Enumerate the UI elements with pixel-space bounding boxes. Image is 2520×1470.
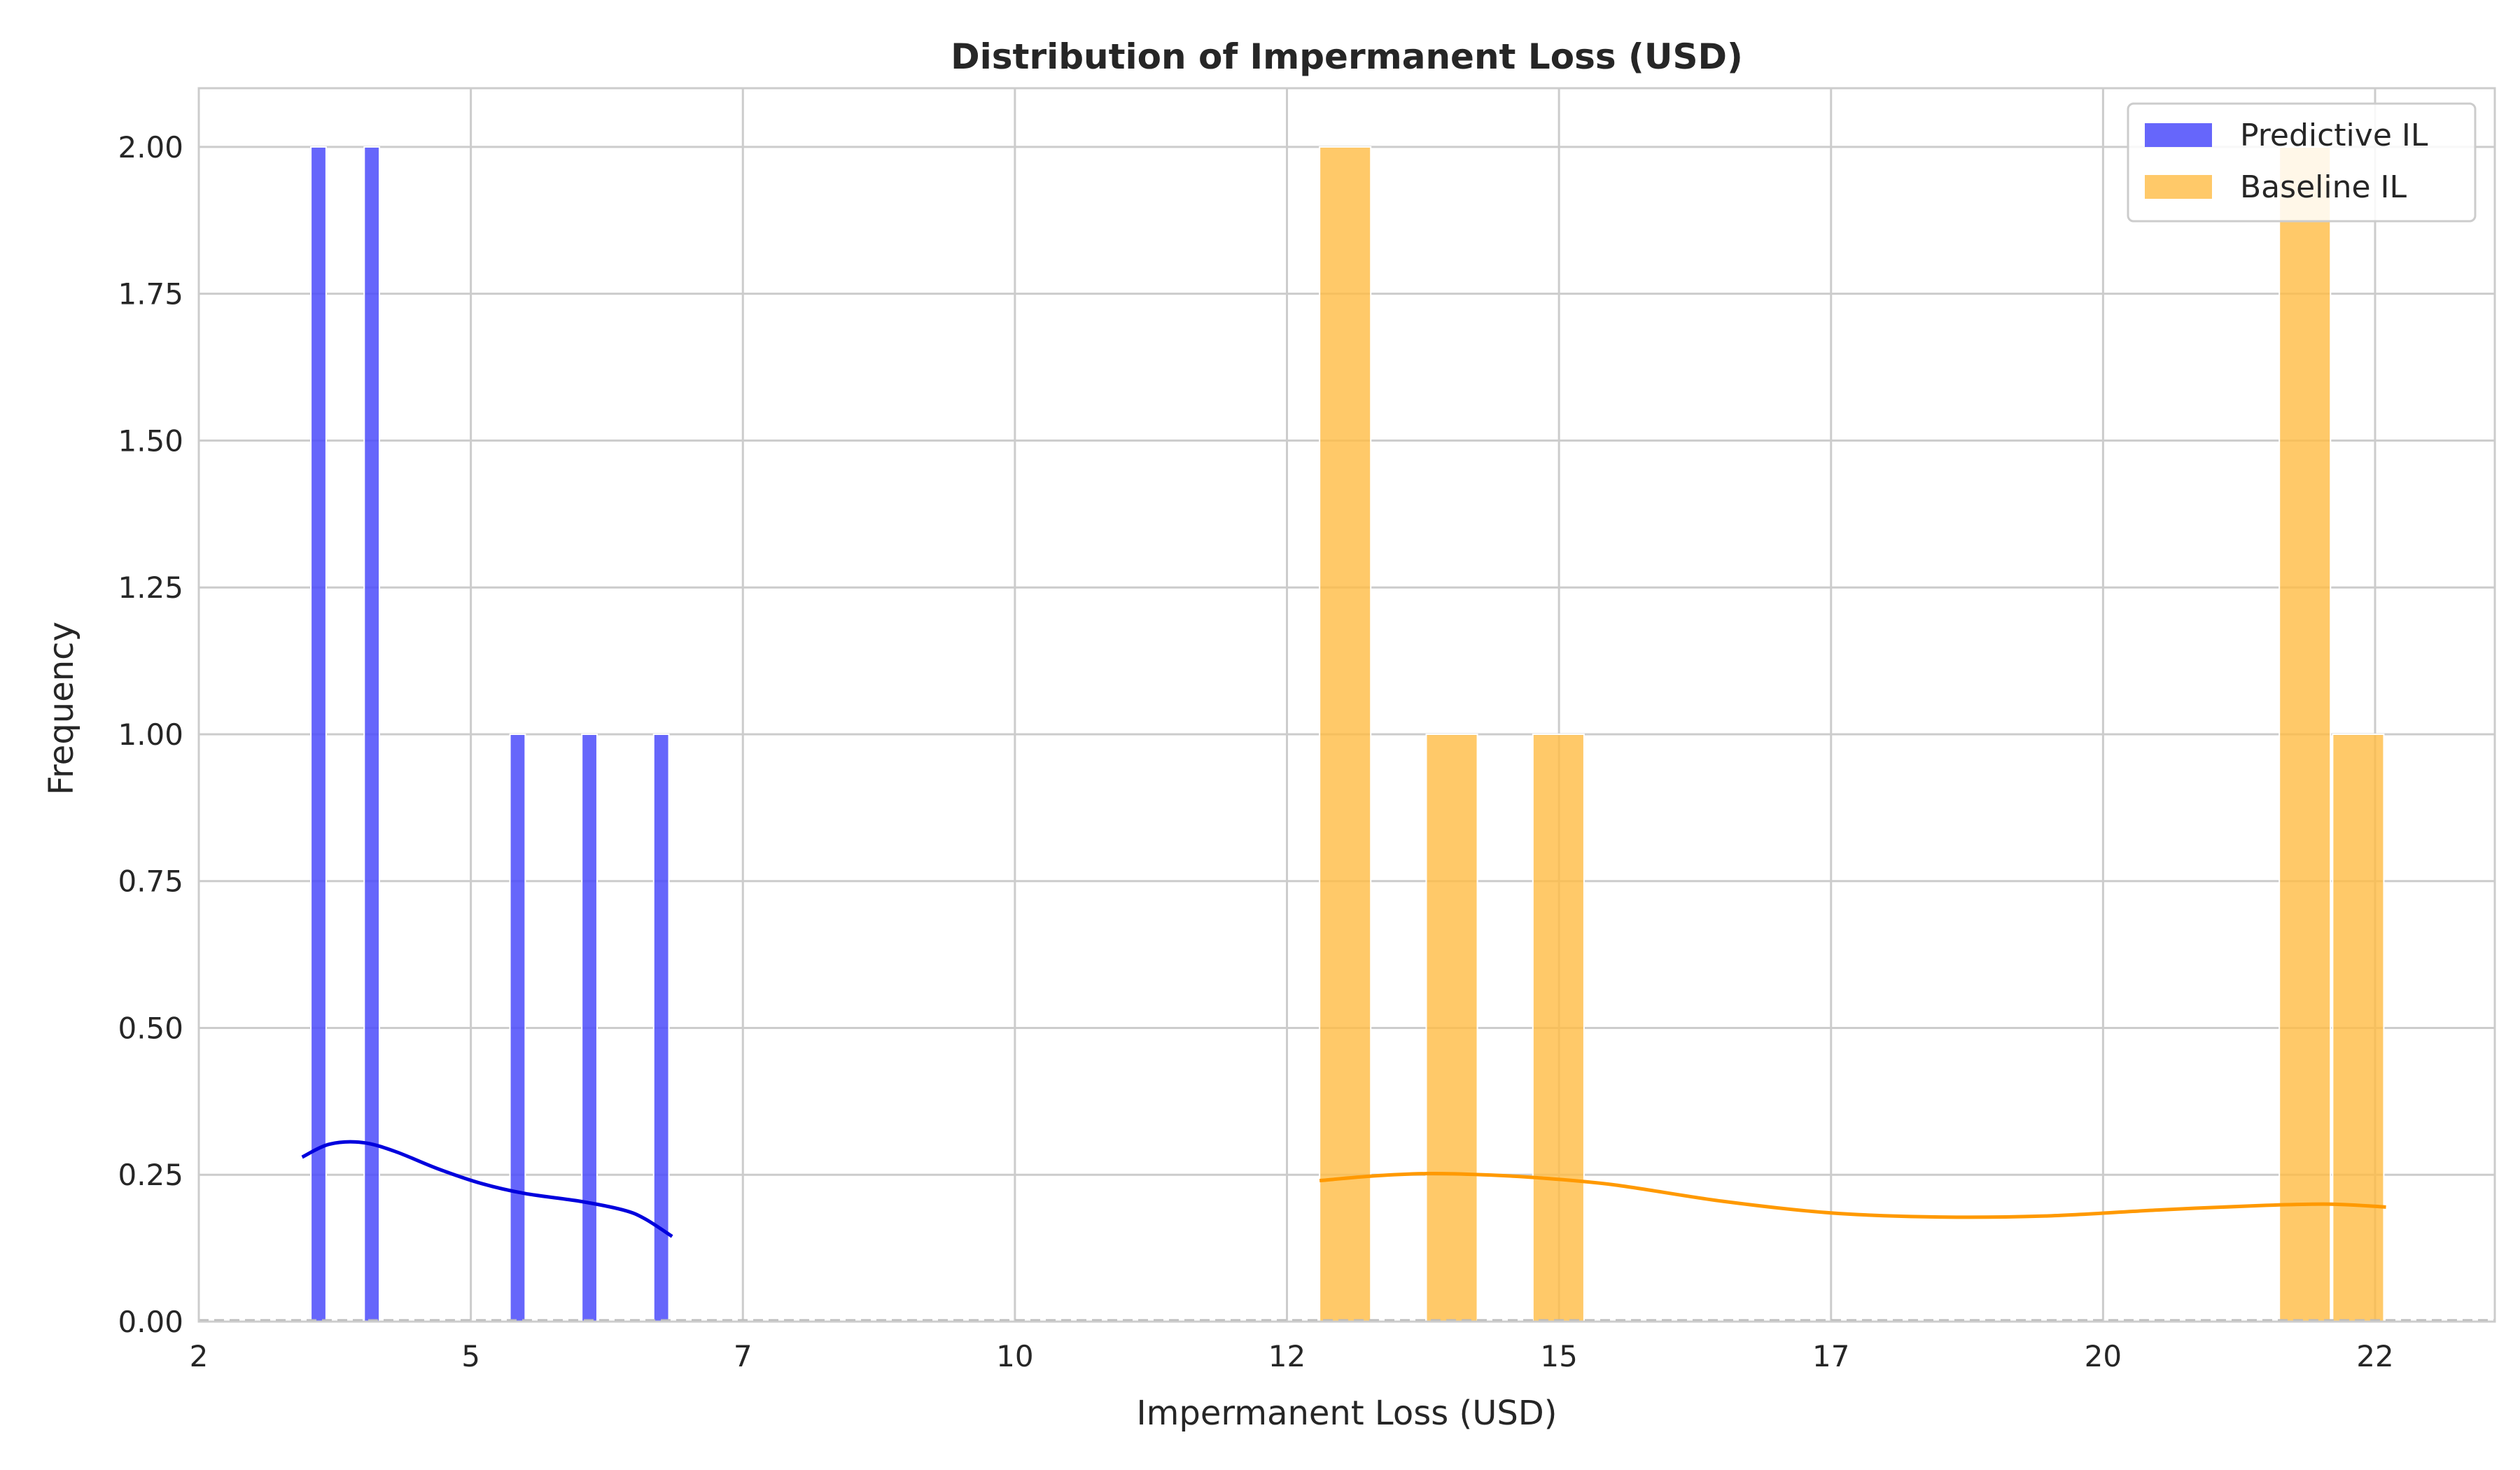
predictive-bar: [509, 733, 526, 1322]
y-tick-label: 0.00: [118, 1305, 183, 1339]
legend: Predictive IL Baseline IL: [2127, 102, 2477, 223]
y-tick-label: 0.75: [118, 864, 183, 899]
y-tick-label: 0.50: [118, 1011, 183, 1045]
x-axis-ticks: 2 5 7 10 12 15 17 20 22: [190, 1339, 2394, 1373]
baseline-kde-line: [1319, 1172, 2386, 1219]
legend-label: Predictive IL: [2240, 118, 2428, 153]
x-axis-label: Impermanent Loss (USD): [1137, 1394, 1558, 1433]
predictive-kde-line: [301, 1140, 673, 1238]
y-tick-label: 2.00: [118, 130, 183, 164]
y-axis-ticks: 0.00 0.25 0.50 0.75 1.00 1.25 1.50 1.75 2.00: [118, 130, 183, 1339]
x-tick-label: 2: [190, 1339, 209, 1373]
x-tick-label: 7: [734, 1339, 752, 1373]
x-tick-label: 20: [2085, 1339, 2122, 1373]
x-tick-label: 17: [1812, 1339, 1849, 1373]
x-tick-label: 22: [2356, 1339, 2393, 1373]
y-axis-label: Frequency: [42, 622, 81, 795]
x-tick-label: 15: [1540, 1339, 1577, 1373]
baseline-bar: [2278, 146, 2332, 1322]
legend-box: [2127, 102, 2477, 223]
x-tick-label: 12: [1268, 1339, 1306, 1373]
y-tick-label: 0.25: [118, 1158, 183, 1192]
baseline-bar: [2332, 733, 2385, 1322]
kde-curves: [301, 1140, 2386, 1238]
histogram-bars: [199, 146, 2495, 1322]
baseline-bar: [1319, 146, 1372, 1322]
x-tick-label: 10: [996, 1339, 1033, 1373]
y-tick-label: 1.25: [118, 570, 183, 605]
baseline-bar: [1425, 733, 1478, 1322]
plot-border: [197, 87, 2496, 1323]
chart-title: Distribution of Impermanent Loss (USD): [951, 36, 1743, 77]
y-tick-label: 1.75: [118, 277, 183, 312]
y-tick-label: 1.50: [118, 424, 183, 458]
legend-label: Baseline IL: [2240, 169, 2407, 205]
baseline-bar: [1532, 733, 1585, 1322]
legend-swatch: [2145, 175, 2212, 199]
x-tick-label: 5: [461, 1339, 480, 1373]
y-tick-label: 1.00: [118, 718, 183, 752]
predictive-bar: [581, 733, 598, 1322]
legend-swatch: [2145, 123, 2212, 147]
